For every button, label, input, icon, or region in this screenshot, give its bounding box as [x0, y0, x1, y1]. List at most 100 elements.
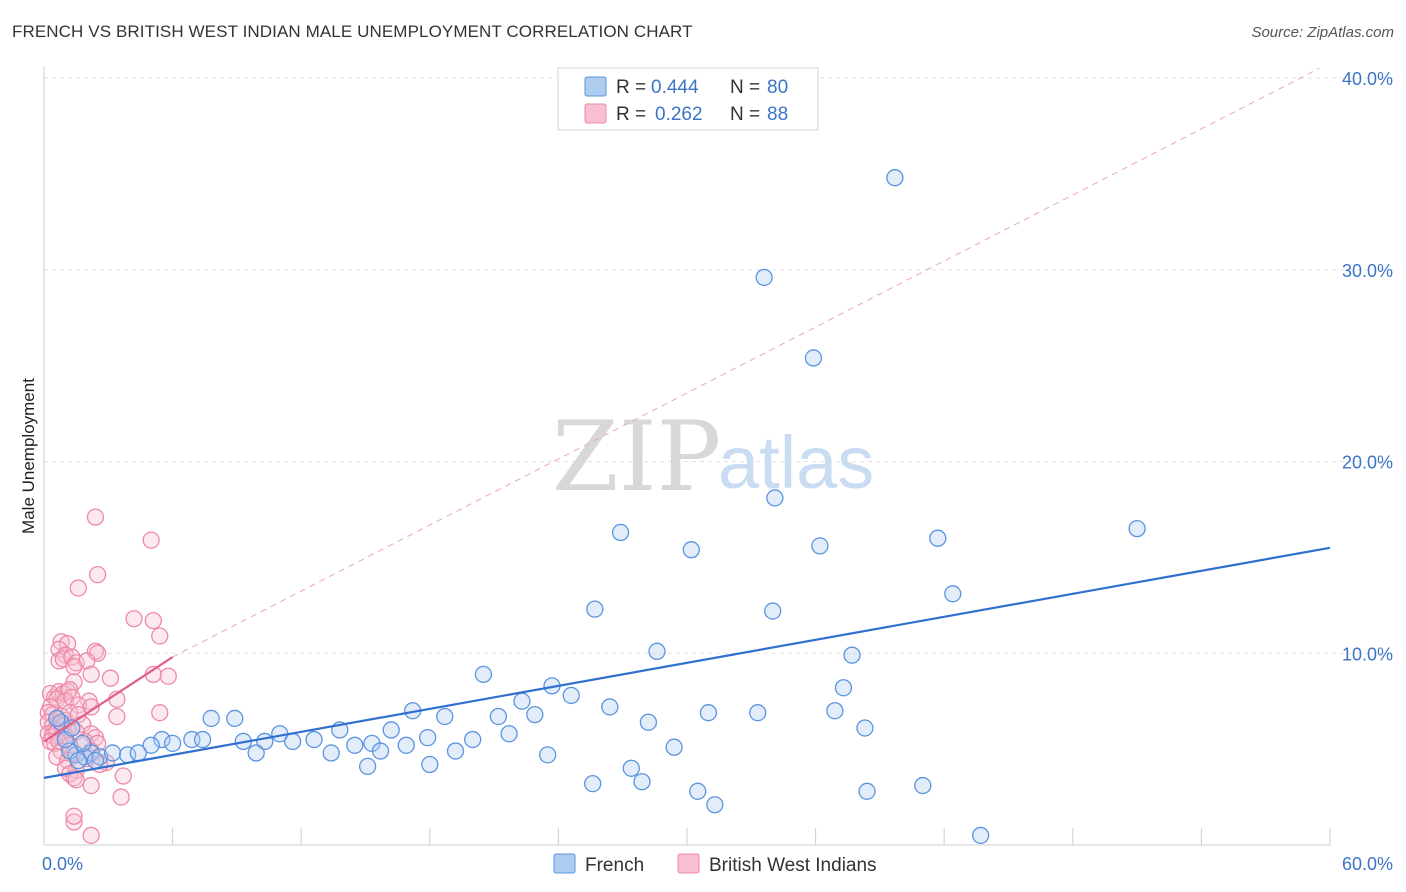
- french-point: [562, 686, 580, 705]
- french-point: [766, 489, 784, 507]
- french-point: [886, 169, 904, 187]
- french-point: [48, 709, 66, 728]
- french-point: [764, 602, 782, 620]
- legend-series: French British West Indians: [553, 853, 877, 876]
- chart-title: FRENCH VS BRITISH WEST INDIAN MALE UNEMP…: [12, 22, 693, 41]
- french-point: [1128, 519, 1146, 538]
- legend-bwi-n-label: N =: [730, 104, 760, 125]
- bwi-point: [82, 665, 100, 683]
- french-point: [811, 537, 829, 555]
- series-french: [48, 169, 1146, 845]
- tick-labels: 10.0% 20.0% 30.0% 40.0% 0.0% 60.0%: [42, 69, 1393, 874]
- french-point: [586, 600, 604, 618]
- legend-bwi-r-value: 0.262: [655, 104, 703, 125]
- bwi-point: [112, 788, 130, 806]
- bwi-point: [144, 612, 162, 630]
- bwi-point: [82, 826, 100, 845]
- bwi-point: [159, 667, 177, 685]
- gridlines: [44, 77, 1392, 654]
- legend-swatch-french: [584, 76, 607, 97]
- watermark-atlas: atlas: [718, 421, 874, 504]
- french-point: [322, 744, 340, 762]
- french-point: [226, 709, 244, 728]
- french-point: [526, 705, 544, 724]
- reference-diagonal: [172, 67, 1320, 658]
- french-point: [247, 744, 265, 762]
- bwi-point: [65, 807, 83, 825]
- bwi-point: [69, 579, 87, 597]
- french-point: [163, 734, 182, 753]
- trend-lines: [43, 546, 1331, 779]
- legend-french-r-value: 0.444: [651, 77, 699, 98]
- french-point: [914, 776, 932, 795]
- french-point: [436, 707, 454, 726]
- french-point: [86, 751, 105, 770]
- reference-line: [172, 67, 1320, 658]
- bwi-point: [108, 707, 126, 726]
- french-point: [706, 796, 724, 814]
- french-point: [305, 730, 323, 749]
- legend-french-r-label: R =: [616, 77, 646, 98]
- legend-label-bwi: British West Indians: [709, 855, 877, 876]
- bwi-point: [142, 531, 160, 549]
- french-point: [346, 736, 364, 754]
- source-credit: Source: ZipAtlas.com: [1251, 24, 1394, 41]
- bwi-point: [101, 669, 120, 687]
- french-point: [611, 523, 630, 542]
- legend-french-n-value: 80: [767, 77, 788, 98]
- bwi-point: [88, 565, 107, 584]
- french-point: [358, 757, 377, 776]
- legend-stats: R = 0.444 N = 80 R = 0.262 N = 88: [557, 67, 819, 131]
- french-point: [69, 751, 87, 770]
- legend-swatch-bwi: [584, 103, 607, 124]
- legend-french-n-label: N =: [730, 77, 760, 98]
- french-point: [843, 646, 861, 664]
- french-point: [193, 730, 212, 749]
- y-tick-label: 30.0%: [1342, 261, 1393, 281]
- french-point: [826, 702, 844, 720]
- french-point: [682, 541, 700, 559]
- french-point: [474, 665, 493, 683]
- french-point: [584, 774, 602, 793]
- french-trend-line: [43, 546, 1331, 779]
- legend-bwi-n-value: 88: [767, 104, 788, 125]
- french-point: [856, 719, 874, 737]
- bwi-point: [82, 776, 100, 795]
- legend-bwi-r-label: R =: [616, 104, 646, 125]
- french-point: [464, 730, 482, 749]
- legend-swatch-french-bottom: [553, 853, 576, 874]
- french-point: [202, 709, 220, 728]
- french-point: [944, 585, 962, 603]
- french-point: [421, 755, 439, 774]
- x-tick-label: 0.0%: [42, 854, 83, 874]
- french-point: [971, 826, 990, 845]
- watermark: ZIP atlas: [552, 401, 874, 513]
- y-axis-label: Male Unemployment: [19, 378, 38, 534]
- french-point: [103, 744, 122, 762]
- french-point: [419, 728, 437, 747]
- french-point: [755, 268, 773, 287]
- french-point: [804, 349, 823, 367]
- french-point: [539, 746, 557, 764]
- french-point: [500, 725, 518, 743]
- french-point: [699, 704, 718, 722]
- french-point: [489, 707, 508, 726]
- bwi-point: [65, 658, 83, 676]
- french-point: [153, 730, 171, 749]
- french-point: [639, 713, 658, 731]
- y-tick-label: 40.0%: [1342, 69, 1393, 89]
- french-point: [749, 704, 767, 722]
- legend-label-french: French: [585, 855, 644, 876]
- french-point: [689, 782, 707, 800]
- french-point: [622, 759, 640, 777]
- x-tick-label: 60.0%: [1342, 854, 1393, 874]
- french-point: [397, 736, 415, 754]
- french-point: [834, 679, 853, 697]
- french-point: [371, 742, 390, 760]
- french-point: [601, 698, 619, 716]
- bwi-point: [151, 704, 169, 722]
- french-point: [858, 782, 876, 800]
- french-point: [382, 721, 400, 739]
- french-point: [513, 692, 531, 710]
- bwi-point: [114, 767, 132, 785]
